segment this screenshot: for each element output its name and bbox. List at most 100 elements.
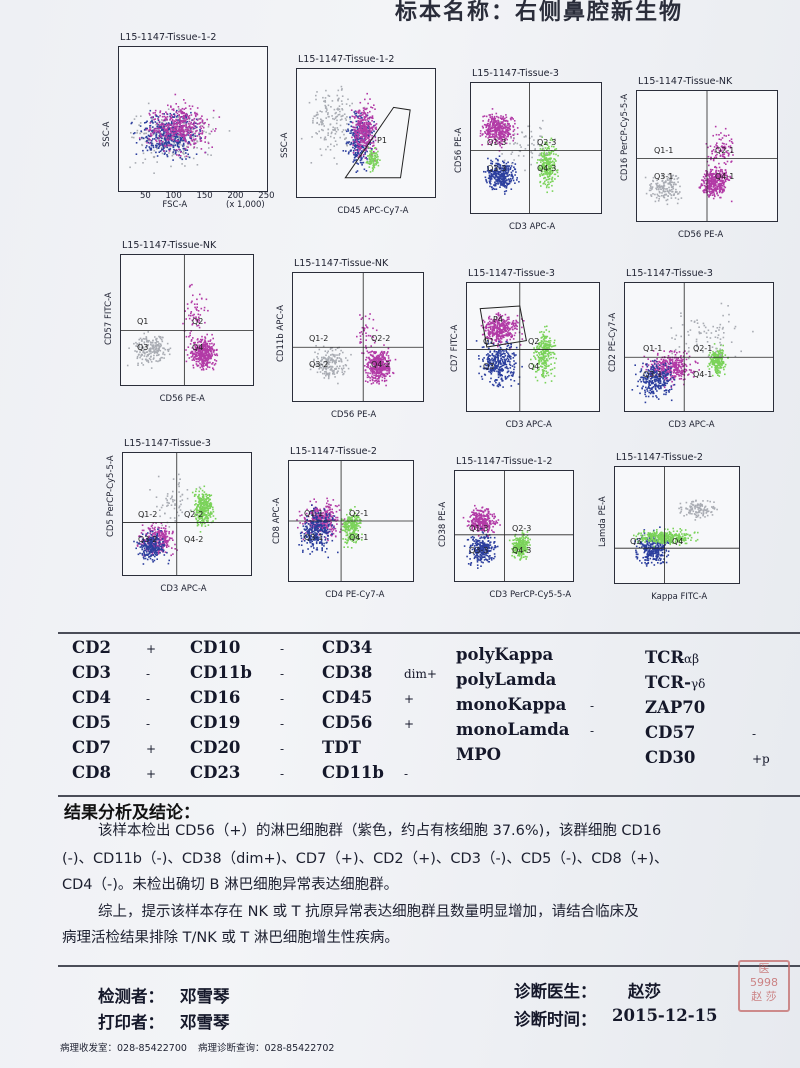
event-dot [204,337,207,339]
event-dot [508,321,511,324]
event-dot [330,367,332,370]
event-dot [345,119,347,121]
event-dot [377,354,379,357]
event-dot [198,134,200,136]
event-dot [373,121,375,123]
plot-area: Q1-1 Q2-1 Q3-1 Q4-1 [636,90,778,222]
event-dot [374,369,377,371]
event-dot [334,348,337,351]
event-dot [172,129,175,132]
event-dot [166,133,169,135]
event-dot [376,380,379,383]
event-dot [135,345,137,347]
event-dot [669,190,671,192]
event-dot [726,178,728,180]
event-dot [495,112,498,115]
event-dot [371,131,373,134]
event-dot [375,162,377,165]
event-dot [387,351,389,353]
event-dot [337,89,340,92]
event-dot [509,128,511,131]
event-dot [166,342,169,345]
event-dot [155,340,158,343]
event-dot [204,354,206,357]
event-dot [163,127,165,130]
event-dot [365,359,367,361]
event-dot [514,174,516,176]
event-dot [375,355,378,358]
event-dot [381,363,384,365]
event-dot [188,123,190,126]
event-dot [191,319,194,322]
event-dot [191,322,194,325]
event-dot [365,345,367,347]
event-dot [145,351,148,354]
event-dot [372,165,375,168]
event-dot [482,120,484,122]
event-dot [364,132,367,135]
event-dot [732,154,734,156]
event-dot [135,115,138,118]
event-dot [539,181,541,184]
event-dot [158,138,160,141]
event-dot [498,339,500,341]
event-dot [179,116,182,119]
event-dot [366,363,368,365]
scatter-plot [471,83,601,213]
x-tick-labels: 50 100 150 200 250 [140,191,275,201]
event-dot [327,374,330,376]
event-dot [675,188,677,191]
event-dot [369,158,372,160]
event-dot [364,137,367,139]
event-dot [159,134,162,136]
event-dot [155,351,157,353]
event-dot [183,135,185,138]
event-dot [317,357,319,360]
event-dot [369,358,371,360]
event-dot [500,331,503,333]
event-dot [369,153,372,156]
event-dot [140,343,143,346]
event-dot [172,122,175,125]
event-dot [369,116,372,118]
event-dot [345,357,347,359]
event-dot [392,371,394,374]
event-dot [149,142,151,145]
event-dot [188,117,191,119]
event-dot [721,175,724,177]
event-dot [335,111,337,114]
event-dot [352,149,355,152]
event-dot [352,161,355,163]
event-dot [194,132,196,135]
event-dot [199,140,202,142]
event-dot [334,140,337,142]
event-dot [373,374,375,377]
event-dot [211,333,213,336]
event-dot [364,145,367,147]
event-dot [490,338,493,340]
event-dot [346,144,348,146]
event-dot [168,152,170,154]
event-dot [504,186,506,188]
event-dot [508,133,510,135]
event-dot [484,329,487,332]
event-dot [191,347,194,349]
event-dot [668,192,670,194]
event-dot [507,169,510,171]
event-dot [374,368,376,370]
event-dot [547,161,550,163]
event-dot [547,169,550,171]
event-dot [211,354,213,357]
event-dot [711,180,714,183]
event-dot [352,144,354,146]
event-dot [374,147,377,149]
event-dot [364,108,366,110]
event-dot [184,149,187,151]
event-dot [381,358,383,361]
event-dot [551,160,554,162]
event-dot [155,123,157,126]
event-dot [674,183,677,186]
event-dot [713,146,716,148]
event-dot [176,119,178,122]
event-dot [158,120,161,123]
